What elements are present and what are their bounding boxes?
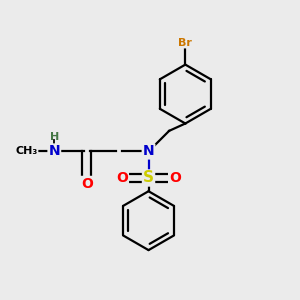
Text: Br: Br [178, 38, 192, 47]
Text: S: S [143, 170, 154, 185]
Text: N: N [143, 145, 154, 158]
Text: O: O [81, 177, 93, 191]
Text: CH₃: CH₃ [15, 146, 38, 157]
Text: O: O [169, 171, 181, 185]
Text: N: N [49, 145, 60, 158]
Text: O: O [116, 171, 128, 185]
Text: H: H [50, 132, 59, 142]
